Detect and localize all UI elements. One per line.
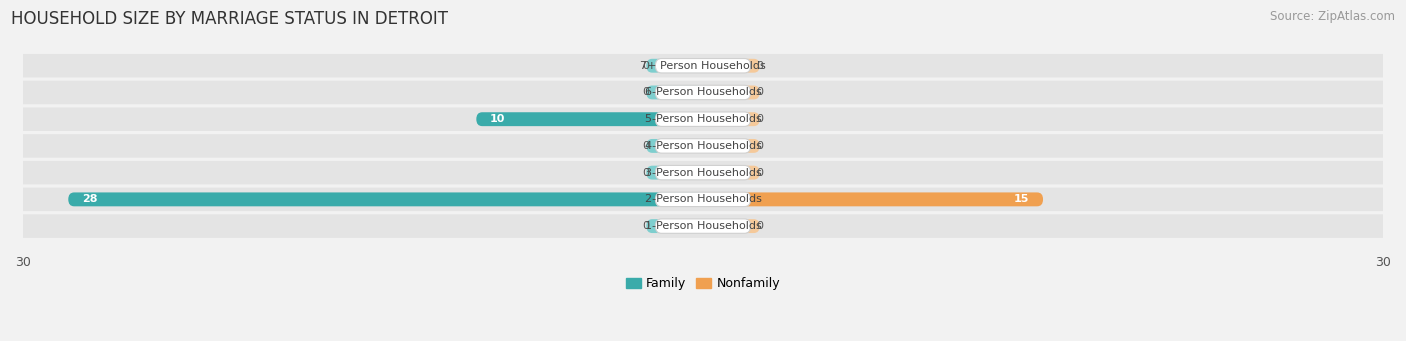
- Text: HOUSEHOLD SIZE BY MARRIAGE STATUS IN DETROIT: HOUSEHOLD SIZE BY MARRIAGE STATUS IN DET…: [11, 10, 449, 28]
- FancyBboxPatch shape: [647, 139, 703, 153]
- FancyBboxPatch shape: [11, 134, 1395, 158]
- FancyBboxPatch shape: [647, 86, 703, 100]
- Text: 0: 0: [643, 61, 650, 71]
- Text: 15: 15: [1014, 194, 1029, 204]
- Text: 0: 0: [643, 168, 650, 178]
- FancyBboxPatch shape: [703, 112, 759, 126]
- FancyBboxPatch shape: [703, 59, 759, 73]
- Text: 0: 0: [756, 61, 763, 71]
- Text: 0: 0: [756, 87, 763, 98]
- Text: 2-Person Households: 2-Person Households: [644, 194, 762, 204]
- FancyBboxPatch shape: [11, 54, 1395, 77]
- Text: 0: 0: [756, 168, 763, 178]
- FancyBboxPatch shape: [703, 166, 759, 180]
- FancyBboxPatch shape: [655, 139, 751, 153]
- FancyBboxPatch shape: [655, 192, 751, 207]
- Legend: Family, Nonfamily: Family, Nonfamily: [626, 277, 780, 290]
- Text: 10: 10: [489, 114, 505, 124]
- Text: 7+ Person Households: 7+ Person Households: [640, 61, 766, 71]
- FancyBboxPatch shape: [703, 86, 759, 100]
- Text: 0: 0: [643, 221, 650, 231]
- FancyBboxPatch shape: [647, 166, 703, 180]
- Text: 6-Person Households: 6-Person Households: [644, 87, 762, 98]
- Text: 4-Person Households: 4-Person Households: [644, 141, 762, 151]
- FancyBboxPatch shape: [11, 161, 1395, 184]
- FancyBboxPatch shape: [477, 112, 703, 126]
- FancyBboxPatch shape: [647, 59, 703, 73]
- FancyBboxPatch shape: [647, 219, 703, 233]
- FancyBboxPatch shape: [655, 219, 751, 233]
- FancyBboxPatch shape: [11, 214, 1395, 238]
- Text: 1-Person Households: 1-Person Households: [644, 221, 762, 231]
- FancyBboxPatch shape: [703, 139, 759, 153]
- Text: Source: ZipAtlas.com: Source: ZipAtlas.com: [1270, 10, 1395, 23]
- Text: 3-Person Households: 3-Person Households: [644, 168, 762, 178]
- FancyBboxPatch shape: [655, 85, 751, 100]
- Text: 0: 0: [756, 114, 763, 124]
- Text: 0: 0: [756, 141, 763, 151]
- FancyBboxPatch shape: [655, 59, 751, 73]
- FancyBboxPatch shape: [69, 192, 703, 206]
- FancyBboxPatch shape: [11, 107, 1395, 131]
- Text: 0: 0: [643, 87, 650, 98]
- FancyBboxPatch shape: [655, 112, 751, 127]
- Text: 28: 28: [82, 194, 97, 204]
- Text: 5-Person Households: 5-Person Households: [644, 114, 762, 124]
- FancyBboxPatch shape: [11, 188, 1395, 211]
- FancyBboxPatch shape: [703, 192, 1043, 206]
- FancyBboxPatch shape: [11, 81, 1395, 104]
- FancyBboxPatch shape: [703, 219, 759, 233]
- Text: 0: 0: [756, 221, 763, 231]
- Text: 0: 0: [643, 141, 650, 151]
- FancyBboxPatch shape: [655, 165, 751, 180]
